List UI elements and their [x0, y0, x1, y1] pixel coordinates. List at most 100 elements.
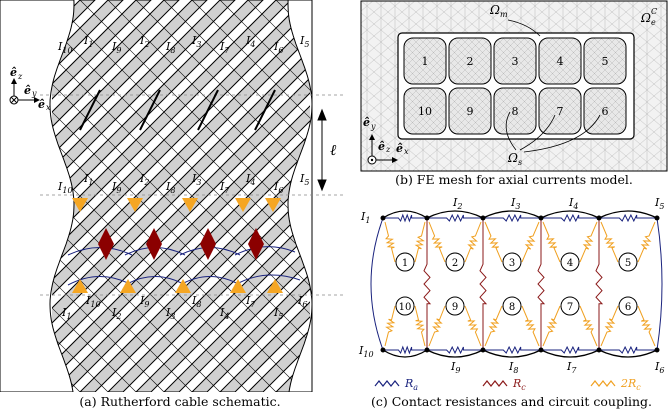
strand-number: 1 [422, 55, 429, 68]
strand-number: 6 [625, 302, 631, 313]
strand-circle [560, 296, 580, 316]
length-symbol: ℓ [330, 141, 336, 159]
current-label: I8 [165, 40, 175, 55]
svg-text:e: e [651, 18, 656, 27]
resistor [428, 221, 446, 263]
node [538, 347, 544, 353]
svg-text:Ω: Ω [507, 151, 518, 165]
current-label: I4 [245, 34, 255, 49]
svg-text:x: x [404, 147, 409, 156]
svg-text:s: s [518, 158, 522, 167]
strand-edge [191, 0, 310, 119]
cable-right-edge [287, 0, 313, 393]
current-label: I8 [165, 180, 175, 195]
resistor [464, 305, 482, 347]
resistor [599, 213, 657, 223]
current-label: I6 [273, 40, 283, 55]
current-arc-bottom [426, 349, 484, 358]
current-label: I3 [510, 196, 520, 211]
node [538, 215, 544, 221]
resistor [521, 305, 540, 347]
resistor [414, 221, 426, 263]
red-diamond [98, 228, 114, 260]
current-label: I2 [139, 172, 149, 187]
resistor [637, 221, 656, 263]
resistor [483, 345, 541, 355]
current-arc-bottom [540, 349, 600, 358]
current-label: I10 [85, 294, 101, 309]
strand [332, 0, 350, 392]
orange-triangle-up [120, 279, 136, 293]
current-bars [79, 89, 276, 131]
strand-cell [403, 37, 447, 85]
node [480, 215, 486, 221]
svg-text:Ω: Ω [640, 11, 651, 25]
strand-cell [583, 37, 627, 85]
current-label: I3 [165, 306, 175, 321]
current-arc-top [540, 210, 600, 219]
triangles-bottom [72, 279, 283, 293]
strand [52, 21, 310, 296]
svg-text:z: z [385, 145, 391, 154]
resistor [414, 305, 426, 347]
strand-circle [618, 296, 638, 316]
svg-text:ê: ê [24, 84, 31, 97]
current-label: I7 [219, 180, 230, 195]
current-label: I2 [111, 306, 121, 321]
current-label: I9 [111, 40, 121, 55]
current-arc-bottom [382, 349, 428, 358]
strand-number: 5 [625, 258, 631, 269]
fe-mesh: 1 2 3 4 5 10 9 8 7 6 Ω m Ω C e Ω s ê y ê z ê x [360, 0, 668, 172]
current-label: I8 [508, 360, 518, 375]
panel-a-rutherford: ℓ I10 I1 I9 I2 I8 I3 I7 I4 I6 I5 I10 I1 I9 I2 I8 I3 I7 I… [0, 0, 350, 409]
strand-cell [493, 37, 537, 85]
strand-cell [538, 37, 582, 85]
strand-edge [52, 111, 310, 371]
diamonds [98, 228, 264, 260]
node [424, 347, 430, 353]
current-label: I5 [654, 196, 664, 211]
strand [52, 77, 310, 352]
resistor [427, 213, 483, 223]
strand-cell [448, 87, 492, 135]
strand-number: 6 [602, 105, 609, 118]
strand-circle [502, 252, 522, 272]
orange-triangle-down [72, 198, 88, 212]
resistor [521, 221, 540, 263]
legend-label: Ra [404, 377, 418, 392]
svg-text:m: m [500, 10, 508, 19]
orange-triangle-down [182, 198, 198, 212]
strand-number: 8 [509, 302, 515, 313]
node [380, 347, 386, 353]
svg-text:y: y [31, 89, 37, 98]
current-arc-top [382, 210, 428, 219]
red-diamond [200, 228, 216, 260]
current-label: I2 [452, 196, 462, 211]
strand [135, 217, 310, 392]
orange-triangle-up [230, 279, 246, 293]
resistor [541, 213, 599, 223]
current-arc-bottom [598, 349, 658, 358]
strand-edge [219, 0, 310, 91]
resistor [479, 218, 488, 350]
strand-edge [332, 0, 350, 392]
current-label: I6 [297, 294, 307, 309]
caption-b: (b) FE mesh for axial currents model. [395, 172, 633, 187]
resistor [423, 218, 432, 350]
cable-left-edge [0, 0, 75, 393]
resistor [595, 218, 604, 350]
current-label: I7 [219, 40, 230, 55]
strand-edge [52, 251, 193, 392]
strand-edge [52, 139, 305, 392]
strand-number: 3 [512, 55, 519, 68]
strand-number: 9 [467, 105, 474, 118]
resistor [537, 218, 546, 350]
strand-edge [79, 0, 310, 231]
strand-edge [52, 0, 310, 259]
legend-label: 2Rc [620, 377, 641, 392]
current-label: I10 [57, 180, 73, 195]
orange-triangle-down [235, 198, 251, 212]
strand-number: 10 [418, 105, 432, 118]
current-label: I1 [83, 172, 93, 187]
legend-label: Rc [512, 377, 526, 392]
